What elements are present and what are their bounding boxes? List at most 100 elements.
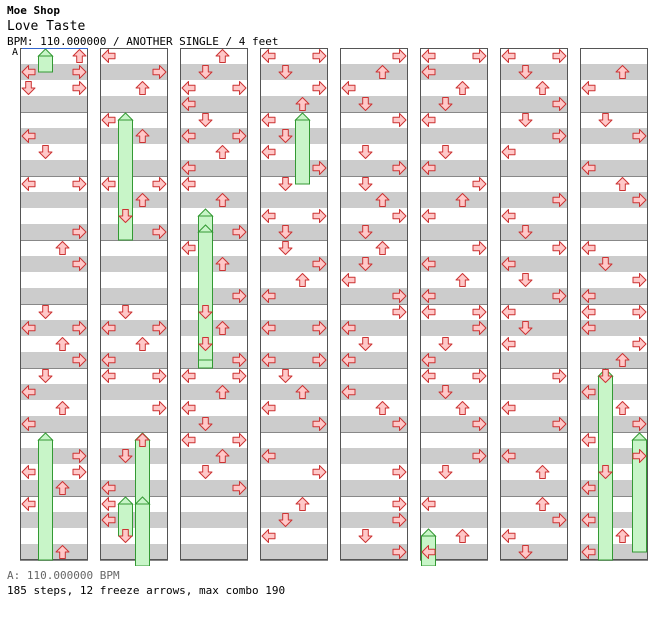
- beat-stripe: [20, 64, 88, 80]
- right-arrow-note: [232, 433, 247, 447]
- up-arrow-note: [135, 129, 150, 143]
- beat-stripe: [420, 352, 488, 368]
- left-arrow-note: [501, 257, 516, 271]
- left-arrow-note: [421, 49, 436, 63]
- down-arrow-note: [358, 145, 373, 159]
- freeze-head: [631, 432, 648, 441]
- beat-stripe: [260, 544, 328, 560]
- left-arrow-note: [341, 81, 356, 95]
- down-arrow-note: [598, 465, 613, 479]
- column-border: [500, 48, 568, 560]
- beat-stripe: [580, 160, 648, 176]
- chart-info: BPM: 110.000000 / ANOTHER SINGLE / 4 fee…: [7, 35, 279, 48]
- down-arrow-note: [21, 81, 36, 95]
- right-arrow-note: [632, 449, 647, 463]
- down-arrow-note: [518, 65, 533, 79]
- beat-stripe: [260, 256, 328, 272]
- beat-stripe: [20, 192, 88, 208]
- section-marker: A: [12, 47, 19, 58]
- right-arrow-note: [312, 161, 327, 175]
- left-arrow-note: [101, 177, 116, 191]
- beat-stripe: [100, 64, 168, 80]
- up-arrow-note: [615, 529, 630, 543]
- freeze-head: [117, 496, 134, 505]
- right-arrow-note: [632, 193, 647, 207]
- right-arrow-note: [552, 241, 567, 255]
- left-arrow-note: [101, 497, 116, 511]
- left-arrow-note: [501, 337, 516, 351]
- beat-stripe: [500, 352, 568, 368]
- up-arrow-note: [375, 241, 390, 255]
- beat-stripe: [340, 224, 408, 240]
- right-arrow-note: [152, 369, 167, 383]
- right-arrow-note: [72, 353, 87, 367]
- left-arrow-note: [261, 49, 276, 63]
- song-title: Love Taste: [7, 19, 86, 34]
- right-arrow-note: [152, 65, 167, 79]
- beat-stripe: [260, 96, 328, 112]
- left-arrow-note: [421, 305, 436, 319]
- up-arrow-note: [615, 401, 630, 415]
- right-arrow-note: [152, 401, 167, 415]
- right-arrow-note: [392, 209, 407, 223]
- up-arrow-note: [55, 241, 70, 255]
- beat-stripe: [100, 96, 168, 112]
- beat-stripe: [180, 416, 248, 432]
- right-arrow-note: [472, 49, 487, 63]
- left-arrow-note: [21, 321, 36, 335]
- left-arrow-note: [421, 209, 436, 223]
- up-arrow-note: [455, 193, 470, 207]
- column-border: [100, 48, 168, 560]
- beat-stripe: [100, 512, 168, 528]
- down-arrow-note: [278, 369, 293, 383]
- left-arrow-note: [261, 449, 276, 463]
- up-arrow-note: [135, 433, 150, 447]
- beat-stripe: [580, 288, 648, 304]
- down-arrow-note: [358, 257, 373, 271]
- beat-stripe: [20, 128, 88, 144]
- down-arrow-note: [518, 113, 533, 127]
- right-arrow-note: [472, 241, 487, 255]
- beat-stripe: [260, 480, 328, 496]
- beat-stripe: [420, 256, 488, 272]
- beat-stripe: [20, 96, 88, 112]
- beat-stripe: [100, 448, 168, 464]
- down-arrow-note: [38, 145, 53, 159]
- right-arrow-note: [632, 129, 647, 143]
- column-border: [420, 48, 488, 560]
- down-arrow-note: [198, 65, 213, 79]
- beat-stripe: [420, 224, 488, 240]
- up-arrow-note: [215, 49, 230, 63]
- right-arrow-note: [232, 369, 247, 383]
- beat-stripe: [500, 416, 568, 432]
- up-arrow-note: [535, 465, 550, 479]
- right-arrow-note: [312, 257, 327, 271]
- beat-stripe: [580, 96, 648, 112]
- up-arrow-note: [455, 401, 470, 415]
- left-arrow-note: [101, 481, 116, 495]
- freeze-body: [38, 439, 53, 561]
- left-arrow-note: [181, 161, 196, 175]
- freeze-body: [295, 119, 310, 185]
- right-arrow-note: [152, 177, 167, 191]
- right-arrow-note: [632, 417, 647, 431]
- down-arrow-note: [358, 337, 373, 351]
- right-arrow-note: [552, 369, 567, 383]
- up-arrow-note: [375, 401, 390, 415]
- beat-stripe: [260, 224, 328, 240]
- left-arrow-note: [501, 305, 516, 319]
- right-arrow-note: [72, 321, 87, 335]
- down-arrow-note: [438, 385, 453, 399]
- beat-stripe: [180, 320, 248, 336]
- right-arrow-note: [392, 513, 407, 527]
- beat-stripe: [500, 224, 568, 240]
- right-arrow-note: [312, 209, 327, 223]
- beat-stripe: [180, 352, 248, 368]
- right-arrow-note: [312, 353, 327, 367]
- down-arrow-note: [358, 225, 373, 239]
- right-arrow-note: [312, 417, 327, 431]
- beat-stripe: [500, 320, 568, 336]
- beat-stripe: [20, 288, 88, 304]
- beat-stripe: [340, 64, 408, 80]
- beat-stripe: [340, 256, 408, 272]
